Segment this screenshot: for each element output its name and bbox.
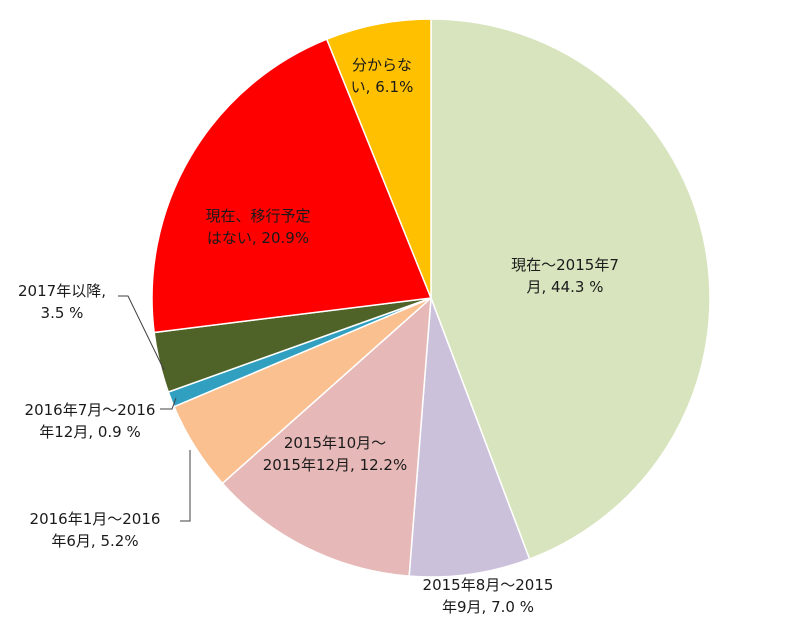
data-label-4-line-1: 年12月, 0.9 % — [39, 423, 141, 441]
data-label-3-line-0: 2016年1月～2016 — [30, 510, 161, 528]
data-label-6-line-1: はない, 20.9% — [207, 229, 309, 247]
pie-slice-0 — [430, 18, 711, 560]
data-label-0-line-0: 現在～2015年7 — [511, 256, 619, 274]
data-label-5-line-1: 3.5 % — [41, 304, 84, 322]
pie-slice-6 — [151, 38, 433, 334]
data-label-6-line-0: 現在、移行予定 — [205, 207, 310, 225]
leader-line-5 — [118, 295, 165, 371]
data-label-3-line-1: 年6月, 5.2% — [51, 532, 138, 550]
pie-slice-7 — [325, 18, 432, 299]
data-label-6: 現在、移行予定はない, 20.9% — [205, 207, 310, 247]
pie-slices — [151, 18, 711, 578]
pie-slice-1 — [408, 297, 531, 578]
leader-lines — [118, 295, 191, 522]
data-label-0-line-1: 月, 44.3 % — [527, 278, 604, 296]
data-label-1-line-0: 2015年8月～2015 — [423, 576, 554, 594]
data-label-7-line-0: 分からな — [352, 56, 412, 74]
leader-line-4 — [160, 397, 177, 410]
data-label-7: 分からない, 6.1% — [351, 56, 414, 96]
data-label-0: 現在～2015年7 月, 44.3 % — [511, 256, 619, 296]
data-label-5-line-0: 2017年以降, — [18, 282, 106, 300]
data-label-2-line-1: 2015年12月, 12.2% — [263, 456, 407, 474]
pie-slice-2 — [221, 296, 432, 577]
data-label-7-line-1: い, 6.1% — [351, 78, 414, 96]
data-label-2-line-0: 2015年10月～ — [284, 434, 386, 452]
leader-line-3 — [180, 450, 191, 522]
data-label-5: 2017年以降, 3.5 % — [18, 282, 106, 322]
data-label-1-line-1: 年9月, 7.0 % — [442, 598, 534, 616]
data-labels: 現在～2015年7 月, 44.3 % 2015年8月～2015 年9月, 7.0 %… — [18, 56, 619, 616]
data-label-3: 2016年1月～2016 年6月, 5.2% — [30, 510, 161, 550]
data-label-4-line-0: 2016年7月～2016 — [25, 401, 156, 419]
data-label-4: 2016年7月～2016 年12月, 0.9 % — [25, 401, 156, 441]
data-label-1: 2015年8月～2015 年9月, 7.0 % — [423, 576, 554, 616]
data-label-2: 2015年10月～ 2015年12月, 12.2% — [263, 434, 407, 474]
